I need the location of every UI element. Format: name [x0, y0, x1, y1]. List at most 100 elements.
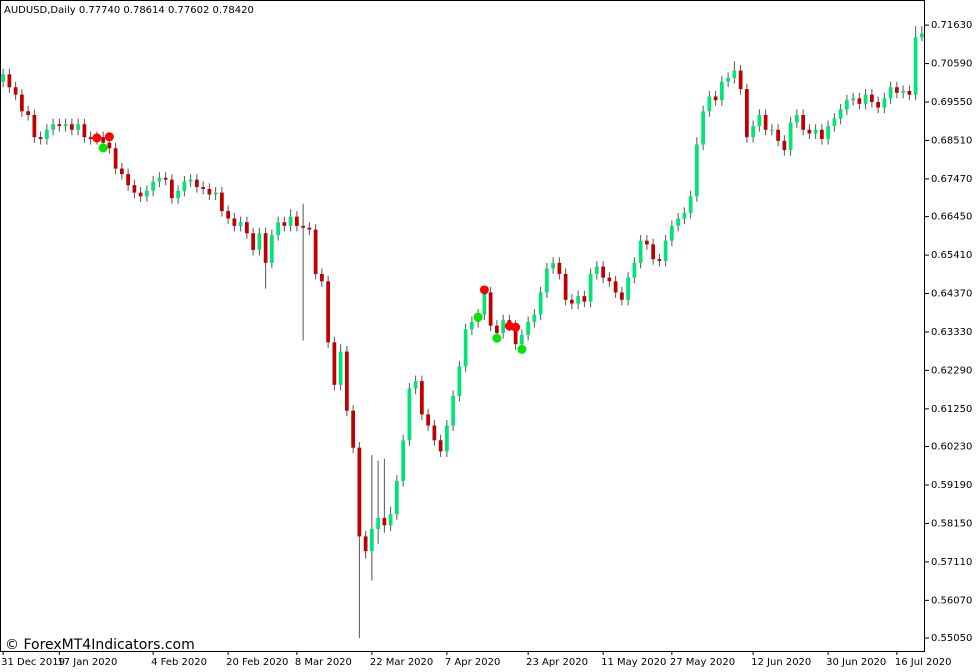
- candle-body: [663, 240, 668, 261]
- y-tick-label: 0.58150: [931, 518, 972, 529]
- candle-body: [920, 33, 924, 38]
- y-tick-label: 0.70590: [931, 59, 972, 70]
- candle-body: [620, 292, 624, 300]
- candle-body: [657, 259, 662, 261]
- candle-body: [251, 233, 255, 250]
- candle-body: [413, 381, 418, 389]
- y-tick-label: 0.67470: [931, 174, 972, 185]
- candle-body: [576, 296, 580, 304]
- candle-body: [57, 124, 62, 127]
- candle-body: [770, 129, 774, 131]
- candle-body: [345, 351, 349, 411]
- candle-body: [670, 225, 674, 241]
- candle-body: [526, 321, 530, 335]
- candle-body: [376, 517, 380, 530]
- candle-body: [257, 233, 262, 250]
- x-tick-label: 17 Jan 2020: [57, 657, 117, 668]
- candle-body: [295, 216, 299, 226]
- signal-dot: [98, 143, 108, 153]
- candle-body: [551, 262, 555, 269]
- candle-body: [720, 81, 724, 101]
- candle-body: [163, 177, 168, 180]
- candle-body: [401, 440, 405, 481]
- candle-body: [363, 536, 368, 552]
- candle-body: [907, 90, 912, 95]
- x-tick-label: 30 Jun 2020: [826, 657, 886, 668]
- x-tick-label: 16 Jul 2020: [895, 657, 952, 668]
- candle-body: [445, 425, 449, 452]
- candle-body: [807, 129, 812, 134]
- candle-body: [32, 114, 37, 138]
- signal-dot: [517, 344, 527, 354]
- candle-body: [613, 281, 618, 293]
- signal-dot: [92, 133, 102, 143]
- candle-body: [45, 129, 49, 139]
- candle-body: [132, 185, 137, 193]
- candle-body: [195, 179, 199, 188]
- candle-body: [426, 414, 430, 426]
- candle-body: [701, 111, 705, 145]
- candle-body: [888, 87, 893, 99]
- candle-body: [776, 129, 780, 141]
- x-tick-label: 27 May 2020: [670, 657, 735, 668]
- candle-body: [457, 366, 462, 396]
- candle-body: [638, 240, 643, 263]
- candle-body: [520, 334, 524, 345]
- candle-body: [782, 140, 787, 151]
- candle-body: [538, 292, 543, 315]
- candle-body: [220, 192, 224, 212]
- candle-body: [451, 395, 455, 426]
- y-tick-label: 0.66450: [931, 212, 972, 223]
- candle-body: [407, 388, 412, 441]
- candle-body: [38, 137, 43, 139]
- candle-body: [832, 118, 837, 127]
- candle-body: [263, 233, 268, 263]
- candle-body: [851, 98, 855, 101]
- candle-body: [607, 277, 612, 282]
- candle-body: [801, 114, 805, 130]
- candle-body: [826, 126, 830, 139]
- candle-body: [76, 124, 80, 130]
- candle-body: [713, 96, 718, 101]
- candle-body: [245, 222, 249, 234]
- y-tick-label: 0.71630: [931, 20, 972, 31]
- candle-body: [901, 90, 905, 93]
- x-tick-label: 23 Apr 2020: [526, 657, 588, 668]
- signal-dot: [511, 322, 521, 332]
- candle-body: [395, 480, 399, 515]
- candle-body: [913, 37, 918, 95]
- candle-body: [545, 268, 549, 293]
- candle-body: [301, 225, 305, 228]
- candle-body: [188, 179, 193, 182]
- candle-body: [320, 273, 324, 282]
- signal-dot: [492, 333, 502, 343]
- candle-body: [745, 89, 749, 138]
- candle-body: [182, 181, 187, 191]
- candle-body: [213, 192, 218, 195]
- candle-body: [101, 137, 105, 143]
- candle-body: [270, 235, 274, 263]
- candle-body: [282, 222, 287, 226]
- candle-body: [763, 114, 768, 130]
- y-tick-label: 0.59190: [931, 480, 972, 491]
- y-tick-label: 0.56070: [931, 595, 972, 606]
- candle-body: [682, 212, 687, 219]
- candle-body: [845, 100, 849, 110]
- candle-body: [351, 410, 355, 448]
- x-tick-label: 20 Feb 2020: [226, 657, 288, 668]
- candle-body: [601, 266, 605, 278]
- candle-body: [813, 129, 818, 134]
- candle-body: [482, 292, 487, 315]
- candle-body: [357, 447, 362, 537]
- candle-body: [370, 529, 374, 552]
- candle-body: [501, 320, 505, 334]
- candle-body: [201, 187, 205, 189]
- candle-body: [876, 102, 880, 108]
- y-tick-label: 0.57110: [931, 557, 972, 568]
- candle-body: [113, 148, 118, 169]
- candle-body: [51, 124, 55, 130]
- x-tick-label: 4 Feb 2020: [151, 657, 207, 668]
- signal-dot: [473, 312, 483, 322]
- candle-body: [432, 425, 437, 441]
